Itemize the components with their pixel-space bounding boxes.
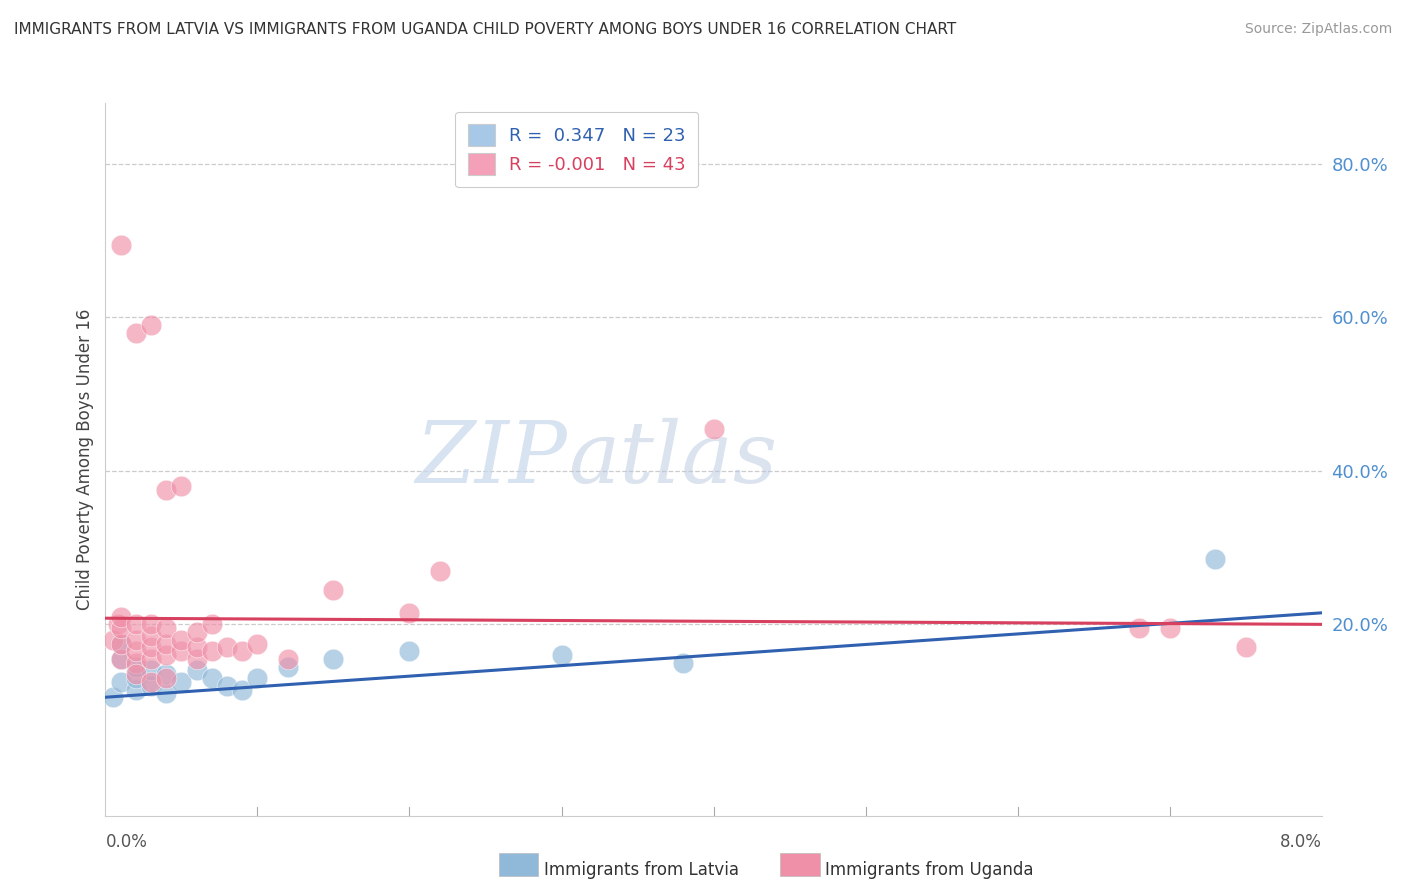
- Point: [101, 632, 124, 647]
- Point: [246, 671, 269, 685]
- Point: [155, 648, 177, 662]
- Point: [702, 422, 725, 436]
- Point: [125, 644, 148, 658]
- Point: [101, 690, 124, 705]
- Point: [110, 636, 132, 650]
- Point: [186, 664, 208, 678]
- Point: [110, 237, 132, 252]
- Point: [231, 644, 253, 658]
- Point: [201, 617, 224, 632]
- Point: [155, 667, 177, 681]
- Point: [125, 326, 148, 340]
- Point: [322, 652, 344, 666]
- Point: [277, 652, 299, 666]
- Text: Source: ZipAtlas.com: Source: ZipAtlas.com: [1244, 22, 1392, 37]
- Point: [107, 617, 129, 632]
- Point: [201, 644, 224, 658]
- Point: [170, 479, 193, 493]
- Point: [217, 679, 239, 693]
- Text: Immigrants from Latvia: Immigrants from Latvia: [544, 861, 740, 879]
- Y-axis label: Child Poverty Among Boys Under 16: Child Poverty Among Boys Under 16: [76, 309, 94, 610]
- Point: [110, 621, 132, 635]
- Point: [139, 679, 162, 693]
- Point: [155, 671, 177, 685]
- Point: [125, 667, 148, 681]
- Point: [155, 636, 177, 650]
- Point: [398, 606, 420, 620]
- Point: [246, 636, 269, 650]
- Point: [322, 582, 344, 597]
- Point: [139, 674, 162, 689]
- Point: [125, 632, 148, 647]
- Point: [1234, 640, 1257, 655]
- Point: [186, 625, 208, 640]
- Point: [110, 674, 132, 689]
- Point: [186, 652, 208, 666]
- Text: Immigrants from Uganda: Immigrants from Uganda: [825, 861, 1033, 879]
- Point: [139, 318, 162, 332]
- Point: [125, 671, 148, 685]
- Point: [1128, 621, 1150, 635]
- Point: [125, 682, 148, 697]
- Point: [139, 652, 162, 666]
- Point: [139, 640, 162, 655]
- Text: atlas: atlas: [568, 418, 776, 500]
- Text: 0.0%: 0.0%: [105, 833, 148, 851]
- Point: [672, 656, 695, 670]
- Point: [139, 664, 162, 678]
- Point: [139, 617, 162, 632]
- Point: [155, 686, 177, 700]
- Point: [155, 483, 177, 497]
- Point: [155, 621, 177, 635]
- Point: [277, 659, 299, 673]
- Point: [170, 632, 193, 647]
- Point: [186, 640, 208, 655]
- Point: [110, 636, 132, 650]
- Point: [110, 652, 132, 666]
- Point: [125, 659, 148, 673]
- Point: [217, 640, 239, 655]
- Point: [231, 682, 253, 697]
- Point: [1204, 552, 1226, 566]
- Legend: R =  0.347   N = 23, R = -0.001   N = 43: R = 0.347 N = 23, R = -0.001 N = 43: [456, 112, 699, 187]
- Point: [201, 671, 224, 685]
- Point: [170, 674, 193, 689]
- Text: ZIP: ZIP: [416, 418, 568, 500]
- Point: [550, 648, 572, 662]
- Point: [125, 617, 148, 632]
- Point: [398, 644, 420, 658]
- Text: IMMIGRANTS FROM LATVIA VS IMMIGRANTS FROM UGANDA CHILD POVERTY AMONG BOYS UNDER : IMMIGRANTS FROM LATVIA VS IMMIGRANTS FRO…: [14, 22, 956, 37]
- Point: [429, 564, 451, 578]
- Point: [1159, 621, 1181, 635]
- Point: [110, 609, 132, 624]
- Point: [125, 656, 148, 670]
- Point: [139, 629, 162, 643]
- Point: [110, 652, 132, 666]
- Point: [170, 644, 193, 658]
- Text: 8.0%: 8.0%: [1279, 833, 1322, 851]
